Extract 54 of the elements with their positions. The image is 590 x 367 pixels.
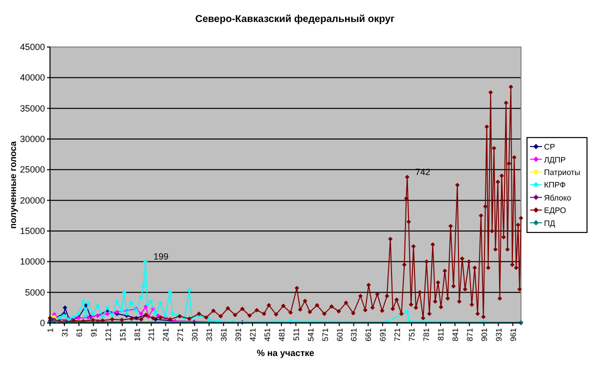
x-tick-label: 181: [132, 327, 142, 342]
x-tick-label: 901: [480, 327, 489, 342]
x-tick-label: 661: [364, 327, 374, 342]
x-tick-label: 871: [465, 327, 474, 342]
y-axis-title: полученные голоса: [8, 140, 18, 229]
y-tick-label: 0: [40, 318, 45, 328]
x-tick-label: 331: [205, 327, 214, 342]
x-tick-label: 511: [292, 327, 301, 341]
y-tick-label: 45000: [20, 42, 45, 52]
x-tick-label: 841: [450, 327, 460, 342]
x-tick-label: 151: [118, 327, 128, 342]
y-tick-label: 40000: [20, 72, 45, 83]
y-tick-label: 10000: [20, 256, 45, 267]
x-tick-label: 421: [248, 327, 258, 342]
x-tick-label: 451: [262, 327, 272, 342]
x-tick-label: 271: [176, 327, 186, 342]
x-tick-label: 241: [162, 327, 171, 342]
y-tick-label: 25000: [20, 164, 45, 175]
x-tick-label: 751: [408, 327, 417, 342]
x-tick-label: 811: [436, 327, 446, 341]
y-tick-label: 15000: [20, 226, 45, 236]
x-tick-label: 601: [335, 327, 344, 342]
x-tick-label: 481: [277, 327, 286, 342]
x-tick-label: 691: [378, 327, 388, 342]
x-tick-label: 571: [320, 327, 330, 342]
x-tick-label: 781: [422, 327, 432, 342]
x-tick-label: 121: [104, 327, 113, 342]
x-tick-label: 931: [494, 327, 504, 342]
x-axis-title: % на участке: [256, 348, 314, 358]
legend-label: ЛДПР: [544, 155, 566, 164]
x-tick-label: 1: [46, 327, 55, 332]
x-tick-label: 61: [74, 327, 84, 337]
chart-title: Северо-Кавказский федеральный округ: [195, 14, 395, 25]
x-tick-label: 91: [89, 327, 98, 337]
x-tick-label: 211: [147, 327, 156, 341]
legend-label: Яблоко: [544, 193, 572, 202]
legend-label: Патриоты: [544, 168, 581, 177]
x-tick-label: 961: [508, 327, 518, 342]
x-tick-label: 721: [393, 327, 402, 342]
legend-label: ПД: [544, 218, 556, 228]
y-tick-label: 35000: [20, 103, 45, 114]
y-tick-label: 20000: [20, 195, 45, 206]
annotation: 199: [153, 252, 168, 262]
y-tick-label: 5000: [24, 287, 45, 298]
x-tick-label: 31: [60, 327, 70, 337]
legend-label: ЕДРО: [544, 206, 566, 216]
x-tick-label: 301: [190, 327, 200, 342]
x-tick-label: 631: [350, 327, 359, 342]
y-tick-label: 30000: [20, 134, 45, 144]
x-tick-label: 541: [306, 327, 316, 342]
legend-label: КПРФ: [544, 180, 566, 190]
x-tick-label: 391: [234, 327, 244, 342]
legend-label: СР: [544, 142, 556, 152]
x-tick-label: 361: [220, 327, 229, 342]
